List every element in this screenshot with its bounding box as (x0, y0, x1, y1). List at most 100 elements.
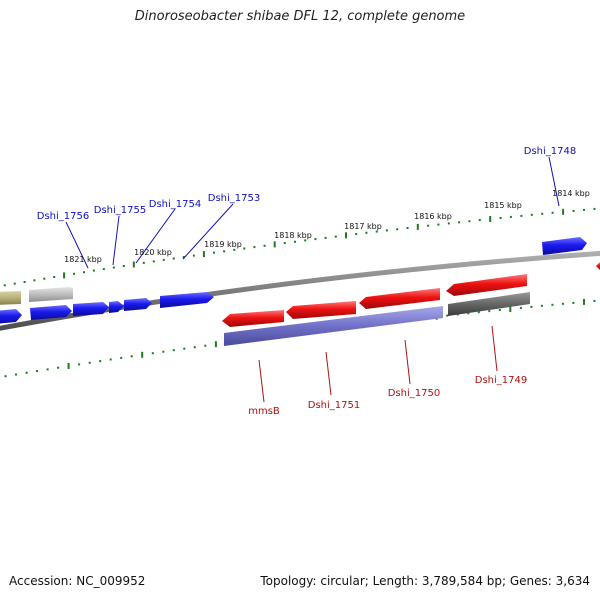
minor-tick (15, 373, 17, 376)
minor-tick (499, 217, 502, 219)
gene-arrow-dshi-1753[interactable] (160, 292, 214, 308)
minor-tick (488, 310, 491, 313)
minor-tick (520, 214, 523, 217)
minor-tick (593, 299, 596, 302)
gene-arrow-dshi-1757[interactable] (0, 309, 22, 324)
gene-label-dshi-1748[interactable]: Dshi_1748 (524, 146, 576, 157)
label-group-forward: Dshi_1748 Dshi_1753 Dshi_1754 Dshi_1755 … (37, 146, 576, 269)
minor-tick (233, 248, 236, 251)
gene-arrow-dshi-1756[interactable] (30, 305, 72, 320)
genome-backbone (0, 250, 600, 331)
minor-tick (263, 244, 266, 247)
minor-tick (427, 224, 430, 227)
minor-tick (204, 344, 207, 347)
minor-tick (109, 358, 112, 361)
minor-tick (13, 282, 16, 285)
major-tick (416, 223, 419, 230)
minor-tick (151, 352, 154, 355)
minor-tick (561, 302, 564, 305)
gene-label-dshi-1755[interactable]: Dshi_1755 (94, 205, 146, 216)
minor-tick (43, 277, 46, 280)
tick-label-1818: 1818 kbp (274, 231, 312, 240)
minor-tick (572, 301, 575, 304)
minor-tick (551, 211, 554, 214)
minor-tick (540, 304, 543, 307)
minor-tick (283, 242, 286, 245)
minor-tick (142, 261, 145, 264)
gene-label-mmsb[interactable]: mmsB (248, 406, 280, 417)
minor-tick (73, 272, 75, 275)
minor-tick (36, 370, 39, 373)
minor-tick (294, 240, 296, 243)
minor-tick (468, 220, 471, 223)
gene-arrow-dshi-1748[interactable] (542, 237, 587, 255)
genome-summary-text: Topology: circular; Length: 3,789,584 bp… (260, 574, 590, 588)
gene-arrow-mmsb[interactable] (222, 310, 284, 327)
gene-label-dshi-1754[interactable]: Dshi_1754 (149, 199, 201, 210)
minor-tick (530, 305, 533, 308)
major-tick (509, 306, 512, 312)
minor-tick (213, 251, 215, 254)
minor-tick (162, 258, 165, 261)
minor-tick (519, 306, 522, 309)
minor-tick (57, 366, 60, 369)
minor-tick (334, 235, 337, 238)
minor-tick (396, 228, 399, 231)
minor-tick (92, 269, 95, 272)
tick-label-1820: 1820 kbp (134, 248, 172, 257)
minor-tick (593, 207, 596, 210)
minor-tick (572, 209, 575, 212)
gene-arrow-dshi-1754-b[interactable] (124, 298, 152, 311)
tick-label-1816: 1816 kbp (414, 212, 452, 221)
feature-olive-partial (0, 291, 21, 305)
major-tick (132, 261, 135, 268)
major-tick (202, 251, 205, 258)
minor-tick (447, 222, 450, 225)
gene-label-dshi-1753[interactable]: Dshi_1753 (208, 193, 260, 204)
scale-labels: 1814 kbp 1815 kbp 1816 kbp 1817 kbp 1818… (64, 189, 590, 264)
minor-tick (406, 227, 409, 229)
major-tick (214, 341, 217, 348)
minor-tick (99, 360, 102, 363)
gene-arrow-dshi-1755[interactable] (73, 302, 109, 316)
gene-label-dshi-1750[interactable]: Dshi_1750 (388, 388, 440, 399)
major-tick (562, 208, 565, 215)
feature-gray-bar (448, 292, 530, 316)
minor-tick (509, 215, 512, 218)
minor-tick (183, 347, 186, 350)
minor-tick (324, 236, 327, 239)
minor-tick (162, 350, 165, 353)
gene-label-dshi-1756[interactable]: Dshi_1756 (37, 211, 89, 222)
minor-tick (541, 212, 544, 215)
gene-label-dshi-1751[interactable]: Dshi_1751 (308, 400, 360, 411)
minor-tick (152, 260, 155, 263)
gene-arrow-dshi-1749[interactable] (446, 274, 527, 296)
tick-label-1814: 1814 kbp (552, 189, 590, 198)
tick-label-1817: 1817 kbp (344, 222, 382, 231)
gene-label-dshi-1749[interactable]: Dshi_1749 (475, 375, 527, 386)
minor-tick (4, 375, 7, 378)
feature-purple-bar (224, 306, 443, 346)
minor-tick (375, 230, 378, 233)
minor-tick (365, 231, 368, 234)
minor-tick (102, 268, 105, 271)
minor-tick (551, 303, 554, 306)
gene-arrow-dshi-1751[interactable] (286, 301, 356, 319)
minor-tick (46, 368, 49, 371)
minor-tick (3, 284, 6, 287)
minor-tick (498, 309, 501, 311)
minor-tick (243, 247, 246, 250)
minor-tick (437, 223, 440, 226)
minor-tick (467, 312, 470, 315)
minor-tick (304, 239, 307, 242)
major-tick (489, 216, 492, 222)
gene-arrow-dshi-1750[interactable] (359, 288, 440, 309)
minor-tick (385, 229, 388, 232)
minor-tick (355, 233, 358, 236)
gene-arrow-dshi-1754-a[interactable] (109, 301, 124, 313)
minor-tick (446, 314, 449, 317)
outer-scale-track (3, 207, 596, 287)
minor-tick (130, 355, 133, 358)
tick-label-1821: 1821 kbp (64, 255, 102, 264)
accession-text: Accession: NC_009952 (9, 574, 146, 588)
